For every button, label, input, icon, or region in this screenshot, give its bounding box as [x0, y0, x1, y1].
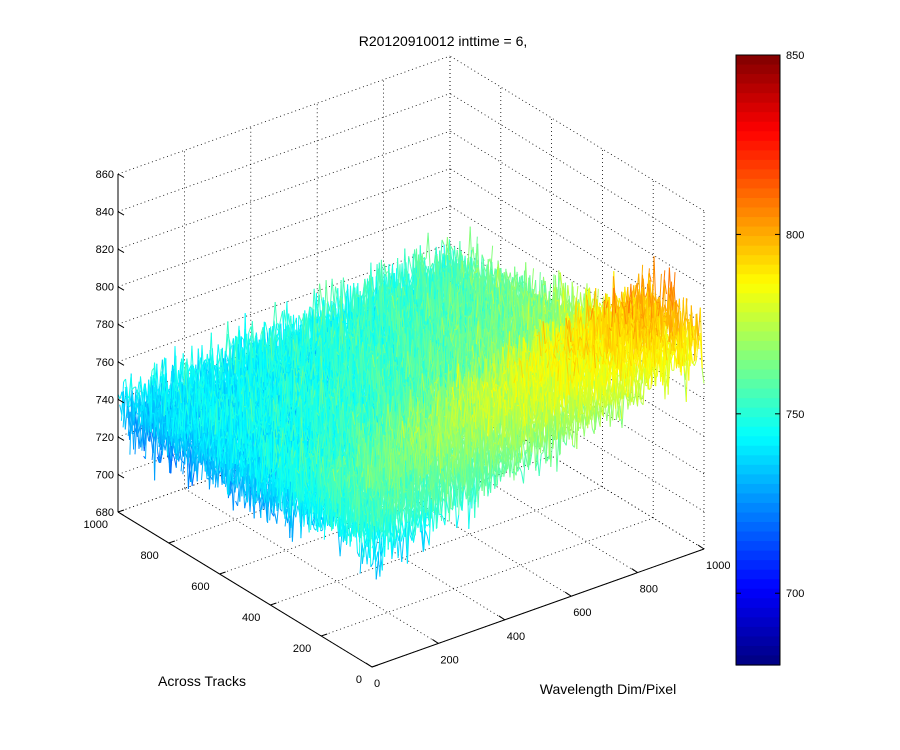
surface-segment — [342, 277, 346, 304]
grid-line — [449, 168, 705, 325]
grid-line — [270, 486, 603, 606]
surface-segment — [425, 232, 429, 259]
surface-segment — [313, 288, 317, 326]
grid-line — [117, 168, 451, 288]
grid-line — [449, 393, 705, 550]
grid-line — [449, 93, 705, 249]
grid-line — [316, 440, 572, 597]
surface-segment — [286, 313, 290, 336]
grid-line — [250, 464, 506, 621]
surface-mesh — [117, 226, 705, 580]
surface-segment — [197, 348, 201, 376]
grid-line — [117, 93, 451, 212]
grid-line — [383, 417, 638, 573]
surface-segment — [423, 257, 427, 261]
surface-segment — [124, 395, 128, 400]
surface-segment — [408, 256, 412, 267]
surface-segment — [263, 345, 267, 347]
surface-segment — [227, 321, 231, 354]
surface-segment — [120, 391, 124, 421]
grid-line — [117, 243, 451, 363]
surface-segment — [125, 386, 129, 419]
chart-title: R20120910012 inttime = 6, — [359, 33, 528, 49]
surface-segment — [144, 383, 148, 396]
grid-line — [117, 130, 451, 250]
surface-segment — [156, 363, 160, 400]
surface-segment — [441, 239, 445, 245]
grid-line — [449, 130, 705, 287]
surface-segment — [122, 399, 126, 428]
surface-segment — [329, 278, 333, 311]
grid-line — [449, 55, 705, 212]
grid-line — [117, 205, 451, 325]
surface-segment — [152, 412, 155, 414]
surface-segment — [124, 405, 128, 430]
surface-segment — [335, 286, 338, 298]
surface-segment — [264, 322, 268, 333]
surface-segment — [331, 278, 335, 305]
surface-segment — [225, 321, 229, 353]
surface-segment — [127, 399, 130, 440]
surface-segment — [230, 384, 233, 386]
grid-line — [449, 205, 705, 362]
surface-segment — [427, 232, 431, 268]
surface-segment — [128, 376, 132, 398]
grid-line — [117, 55, 451, 175]
grid-line — [321, 517, 654, 637]
surface-segment — [241, 337, 245, 341]
grid-line — [184, 488, 439, 644]
